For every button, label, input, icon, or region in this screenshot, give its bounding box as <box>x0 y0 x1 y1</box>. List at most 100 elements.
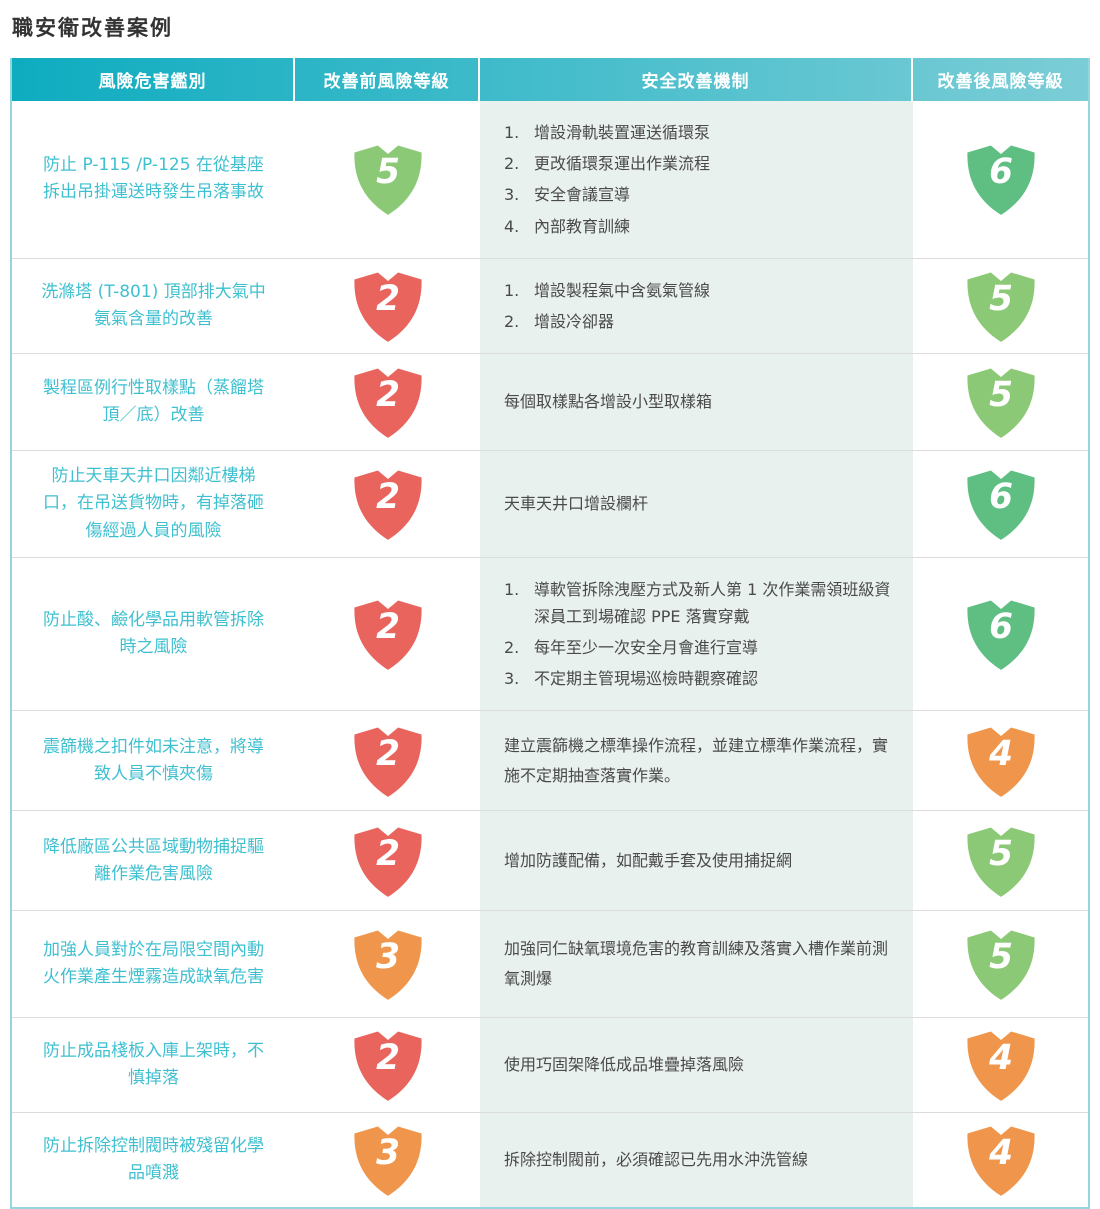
risk-level-before-cell: 2 <box>295 259 480 353</box>
hazard-cell: 防止 P-115 /P-125 在從基座拆出吊掛運送時發生吊落事故 <box>12 101 295 258</box>
mechanism-list-item: 4. 內部教育訓練 <box>504 213 893 240</box>
hazard-cell: 防止成品棧板入庫上架時，不慎掉落 <box>12 1018 295 1112</box>
mechanism-item-number: 1. <box>504 579 520 599</box>
table-row: 防止成品棧板入庫上架時，不慎掉落 2 使用巧固架降低成品堆疊掉落風險 4 <box>12 1017 1088 1113</box>
mechanism-item-number: 2. <box>504 154 520 174</box>
risk-level-value: 5 <box>376 152 400 192</box>
mechanism-item-text: 增設製程氣中含氨氣管線 <box>534 280 711 300</box>
risk-level-shield-icon: 5 <box>966 368 1035 439</box>
mechanism-cell: 天車天井口增設欄杆 <box>480 451 913 557</box>
mechanism-cell: 建立震篩機之標準操作流程，並建立標準作業流程，實施不定期抽查落實作業。 <box>480 711 913 811</box>
risk-level-value: 4 <box>988 1133 1013 1173</box>
risk-level-shield-icon: 6 <box>966 145 1035 216</box>
hazard-cell: 洗滌塔 (T-801) 頂部排大氣中氨氣含量的改善 <box>12 259 295 353</box>
hazard-text: 防止成品棧板入庫上架時，不慎掉落 <box>43 1041 264 1089</box>
table-body: 防止 P-115 /P-125 在從基座拆出吊掛運送時發生吊落事故 5 1. 增設… <box>12 101 1088 1208</box>
mechanism-item-text: 導軟管拆除洩壓方式及新人第 1 次作業需領班級資深員工到場確認 PPE 落實穿戴 <box>534 579 891 626</box>
hazard-cell: 防止拆除控制閥時被殘留化學品噴濺 <box>12 1113 295 1207</box>
risk-level-value: 6 <box>989 152 1013 192</box>
mechanism-text: 建立震篩機之標準操作流程，並建立標準作業流程，實施不定期抽查落實作業。 <box>504 735 889 785</box>
mechanism-list-item: 1. 導軟管拆除洩壓方式及新人第 1 次作業需領班級資深員工到場確認 PPE 落實… <box>504 576 893 630</box>
table-row: 製程區例行性取樣點（蒸餾塔頂／底）改善 2 每個取樣點各增設小型取樣箱 5 <box>12 353 1088 451</box>
improvement-cases-table: 風險危害鑑別 改善前風險等級 安全改善機制 改善後風險等級 防止 P-115 /… <box>10 58 1090 1209</box>
risk-level-after-cell: 6 <box>913 451 1088 557</box>
risk-level-shield-icon: 5 <box>966 827 1035 897</box>
table-row: 震篩機之扣件如未注意，將導致人員不慎夾傷 2 建立震篩機之標準操作流程，並建立標… <box>12 710 1088 811</box>
header-risk-level-after: 改善後風險等級 <box>937 72 1064 92</box>
header-risk-hazard-identification: 風險危害鑑別 <box>12 58 295 101</box>
mechanism-item-number: 3. <box>504 669 520 689</box>
mechanism-cell: 加強同仁缺氧環境危害的教育訓練及落實入槽作業前測氧測爆 <box>480 911 913 1018</box>
risk-level-before-cell: 2 <box>295 354 480 450</box>
risk-level-shield-icon: 5 <box>966 272 1035 342</box>
mechanism-item-number: 1. <box>504 280 520 300</box>
mechanism-item-text: 安全會議宣導 <box>534 185 631 205</box>
risk-level-shield-icon: 2 <box>353 368 422 439</box>
mechanism-list-item: 2. 每年至少一次安全月會進行宣導 <box>504 634 893 661</box>
risk-level-value: 2 <box>376 834 400 874</box>
mechanism-cell: 使用巧固架降低成品堆疊掉落風險 <box>480 1018 913 1113</box>
mechanism-item-number: 4. <box>504 216 520 236</box>
mechanism-cell: 每個取樣點各增設小型取樣箱 <box>480 354 913 451</box>
mechanism-list-item: 3. 安全會議宣導 <box>504 181 893 208</box>
risk-level-after-cell: 6 <box>913 101 1088 258</box>
mechanism-item-number: 3. <box>504 185 520 205</box>
hazard-cell: 防止酸、鹼化學品用軟管拆除時之風險 <box>12 558 295 711</box>
mechanism-list-item: 3. 不定期主管現場巡檢時觀察確認 <box>504 665 893 692</box>
hazard-cell: 防止天車天井口因鄰近樓梯口，在吊送貨物時，有掉落砸傷經過人員的風險 <box>12 451 295 557</box>
mechanism-text: 拆除控制閥前，必須確認已先用水沖洗管線 <box>504 1150 809 1170</box>
mechanism-list: 1. 增設滑軌裝置運送循環泵 2. 更改循環泵運出作業流程 3. 安全會議宣導 4. 內部教育… <box>504 115 893 244</box>
mechanism-text: 使用巧固架降低成品堆疊掉落風險 <box>504 1055 745 1075</box>
mechanism-list: 1. 增設製程氣中含氨氣管線 2. 增設冷卻器 <box>504 273 893 339</box>
risk-level-value: 2 <box>376 375 400 415</box>
risk-level-shield-icon: 5 <box>966 930 1035 1001</box>
table-row: 洗滌塔 (T-801) 頂部排大氣中氨氣含量的改善 2 1. 增設製程氣中含氨氣管… <box>12 257 1088 354</box>
mechanism-cell: 增加防護配備，如配戴手套及使用捕捉網 <box>480 811 913 911</box>
mechanism-item-number: 2. <box>504 311 520 331</box>
risk-level-value: 2 <box>376 279 400 319</box>
hazard-text: 防止天車天井口因鄰近樓梯口，在吊送貨物時，有掉落砸傷經過人員的風險 <box>43 466 264 541</box>
risk-level-value: 2 <box>376 734 400 774</box>
risk-level-shield-icon: 4 <box>966 727 1035 797</box>
risk-level-value: 2 <box>376 1038 400 1078</box>
risk-level-after-cell: 5 <box>913 811 1088 910</box>
risk-level-shield-icon: 2 <box>353 727 422 797</box>
mechanism-list-item: 2. 更改循環泵運出作業流程 <box>504 150 893 177</box>
mechanism-list: 1. 導軟管拆除洩壓方式及新人第 1 次作業需領班級資深員工到場確認 PPE 落實… <box>504 572 893 697</box>
risk-level-before-cell: 2 <box>295 811 480 910</box>
mechanism-text: 天車天井口增設欄杆 <box>504 493 649 513</box>
page-title: 職安衛改善案例 <box>12 16 173 40</box>
risk-level-before-cell: 2 <box>295 711 480 810</box>
risk-level-shield-icon: 3 <box>353 1126 422 1197</box>
hazard-cell: 降低廠區公共區域動物捕捉驅離作業危害風險 <box>12 811 295 910</box>
mechanism-list-item: 1. 增設製程氣中含氨氣管線 <box>504 277 893 304</box>
risk-level-shield-icon: 2 <box>353 827 422 897</box>
risk-level-after-cell: 5 <box>913 259 1088 353</box>
mechanism-item-text: 更改循環泵運出作業流程 <box>534 154 711 174</box>
risk-level-value: 5 <box>989 834 1013 874</box>
mechanism-cell: 拆除控制閥前，必須確認已先用水沖洗管線 <box>480 1113 913 1208</box>
risk-level-value: 3 <box>376 937 400 977</box>
risk-level-shield-icon: 4 <box>966 1126 1035 1197</box>
mechanism-cell: 1. 增設滑軌裝置運送循環泵 2. 更改循環泵運出作業流程 3. 安全會議宣導 4. 內部教育… <box>480 101 913 258</box>
hazard-text: 加強人員對於在局限空間內動火作業產生煙霧造成缺氧危害 <box>43 940 264 988</box>
risk-level-after-cell: 4 <box>913 1018 1088 1112</box>
mechanism-item-text: 每年至少一次安全月會進行宣導 <box>534 638 759 658</box>
risk-level-value: 5 <box>989 937 1013 977</box>
mechanism-text: 增加防護配備，如配戴手套及使用捕捉網 <box>504 850 793 870</box>
table-row: 加強人員對於在局限空間內動火作業產生煙霧造成缺氧危害 3 加強同仁缺氧環境危害的… <box>12 910 1088 1018</box>
risk-level-value: 2 <box>376 607 400 647</box>
hazard-text: 降低廠區公共區域動物捕捉驅離作業危害風險 <box>43 836 264 884</box>
mechanism-item-text: 內部教育訓練 <box>534 216 631 236</box>
hazard-text: 防止酸、鹼化學品用軟管拆除時之風險 <box>43 609 264 658</box>
table-header-row: 風險危害鑑別 改善前風險等級 安全改善機制 改善後風險等級 <box>12 58 1088 101</box>
mechanism-item-number: 2. <box>504 638 520 658</box>
hazard-text: 防止拆除控制閥時被殘留化學品噴濺 <box>43 1136 264 1184</box>
risk-level-after-cell: 5 <box>913 911 1088 1017</box>
risk-level-value: 2 <box>376 477 400 517</box>
risk-level-value: 4 <box>988 734 1013 774</box>
header-risk-level-before: 改善前風險等級 <box>295 58 480 101</box>
risk-level-after-cell: 6 <box>913 558 1088 711</box>
mechanism-text: 加強同仁缺氧環境危害的教育訓練及落實入槽作業前測氧測爆 <box>504 939 889 989</box>
